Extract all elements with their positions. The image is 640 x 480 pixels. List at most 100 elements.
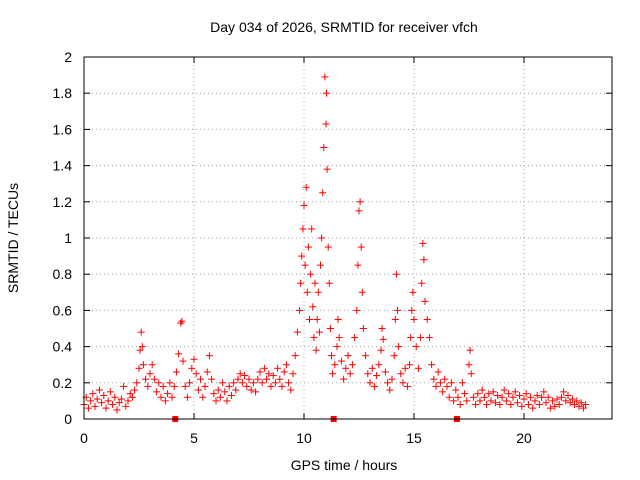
data-point xyxy=(362,352,370,360)
data-point xyxy=(243,382,251,390)
data-point xyxy=(489,388,497,396)
data-point xyxy=(148,361,156,369)
data-point xyxy=(124,397,132,405)
data-point xyxy=(303,288,311,296)
x-tick-label: 10 xyxy=(296,430,312,446)
data-point xyxy=(300,201,308,209)
data-point xyxy=(306,315,313,323)
data-point xyxy=(401,364,409,372)
x-tick-label: 15 xyxy=(406,430,422,446)
tick-labels: 00.20.40.60.811.21.41.61.820 5 10 15 20 xyxy=(53,49,532,446)
data-point xyxy=(355,207,363,215)
data-point xyxy=(425,334,433,342)
data-point xyxy=(469,393,477,401)
data-point xyxy=(388,375,396,383)
data-point xyxy=(87,397,95,405)
data-point xyxy=(491,399,499,407)
data-point xyxy=(178,317,186,325)
data-point xyxy=(238,379,246,387)
y-tick-label: 1.4 xyxy=(53,158,73,174)
data-point xyxy=(285,379,293,387)
data-point xyxy=(192,370,200,378)
data-point xyxy=(421,297,429,305)
data-point xyxy=(297,279,305,287)
data-point xyxy=(278,382,286,390)
y-tick-label: 1.6 xyxy=(53,121,73,137)
data-point xyxy=(395,343,403,351)
data-point xyxy=(320,144,328,151)
data-point xyxy=(311,279,319,287)
data-point xyxy=(157,393,165,401)
data-point xyxy=(408,306,416,314)
data-point xyxy=(505,390,513,398)
data-point xyxy=(102,404,110,412)
y-tick-label: 0.2 xyxy=(53,375,73,391)
data-point xyxy=(335,334,343,342)
data-point xyxy=(423,315,431,323)
data-point xyxy=(161,397,169,405)
data-point xyxy=(263,375,271,383)
data-point xyxy=(313,315,321,323)
y-tick-label: 1.8 xyxy=(53,85,73,101)
data-point xyxy=(317,261,324,269)
data-point xyxy=(190,355,198,363)
y-tick-label: 0 xyxy=(64,411,72,427)
data-point xyxy=(194,386,202,394)
x-axis-label: GPS time / hours xyxy=(291,457,398,473)
data-point xyxy=(357,243,365,251)
data-point xyxy=(494,391,502,399)
data-point xyxy=(472,401,480,409)
data-point xyxy=(181,382,189,390)
data-point xyxy=(394,306,401,314)
data-point xyxy=(533,391,541,399)
data-point xyxy=(466,346,474,354)
data-point xyxy=(314,288,322,296)
data-point xyxy=(164,390,172,398)
data-point xyxy=(296,306,304,314)
y-tick-label: 2 xyxy=(64,49,72,65)
data-point xyxy=(256,368,264,376)
data-point xyxy=(144,382,152,390)
data-point xyxy=(137,328,145,336)
data-point xyxy=(186,379,194,387)
data-point xyxy=(274,364,282,372)
data-point xyxy=(419,239,427,247)
data-point xyxy=(258,379,266,387)
data-point xyxy=(410,315,418,323)
data-point xyxy=(302,183,310,191)
data-point xyxy=(417,334,425,342)
data-point xyxy=(337,357,345,365)
data-point xyxy=(498,393,506,401)
data-point xyxy=(511,388,519,396)
chart-title: Day 034 of 2026, SRMTID for receiver vfc… xyxy=(210,19,478,35)
data-point xyxy=(531,397,539,405)
data-point xyxy=(456,401,464,409)
data-point xyxy=(524,401,532,409)
data-point xyxy=(368,364,376,372)
data-point xyxy=(535,401,543,409)
data-point xyxy=(98,399,106,407)
data-point xyxy=(210,390,218,398)
data-point xyxy=(582,401,590,409)
data-point xyxy=(507,401,515,409)
data-point xyxy=(232,386,240,394)
data-point xyxy=(406,361,414,369)
data-point xyxy=(452,386,460,394)
data-point xyxy=(542,399,550,407)
data-point xyxy=(562,397,570,405)
data-point xyxy=(560,388,568,396)
data-point xyxy=(342,364,350,372)
data-point xyxy=(319,189,327,197)
data-point xyxy=(399,379,407,387)
data-point xyxy=(577,399,585,407)
data-point xyxy=(153,388,161,396)
data-point xyxy=(175,350,183,358)
data-point xyxy=(159,382,167,390)
data-point xyxy=(122,402,130,410)
data-point xyxy=(323,165,331,173)
data-point xyxy=(392,270,400,278)
data-point xyxy=(359,325,367,332)
data-point xyxy=(304,243,312,251)
data-point xyxy=(252,388,260,396)
